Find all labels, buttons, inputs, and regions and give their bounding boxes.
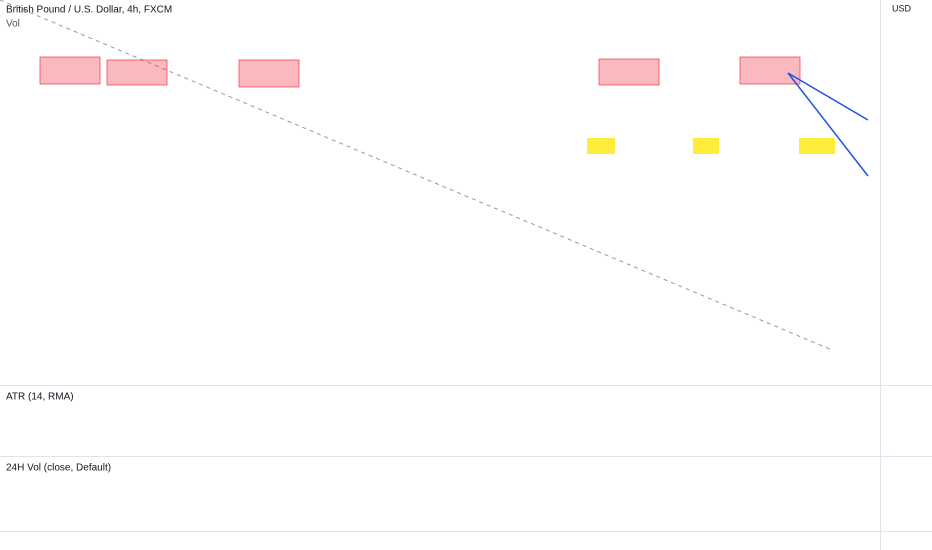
volume-label: Vol — [6, 19, 20, 30]
supply-box — [238, 59, 300, 88]
demand-box — [587, 138, 615, 154]
supply-box — [598, 58, 660, 86]
price-axis-bg — [880, 0, 932, 550]
demand-box — [693, 138, 719, 154]
vol-title: 24H Vol (close, Default) — [6, 463, 111, 474]
demand-box — [799, 138, 835, 154]
chart-title: British Pound / U.S. Dollar, 4h, FXCM — [6, 5, 172, 16]
trend-line — [0, 0, 833, 351]
atr-title: ATR (14, RMA) — [6, 392, 74, 403]
wedge-line — [787, 72, 869, 121]
supply-box — [39, 56, 101, 85]
supply-box — [106, 59, 168, 86]
drawings — [0, 0, 869, 351]
currency-label: USD — [892, 3, 912, 13]
supply-box — [739, 56, 801, 85]
wedge-line — [787, 72, 869, 177]
